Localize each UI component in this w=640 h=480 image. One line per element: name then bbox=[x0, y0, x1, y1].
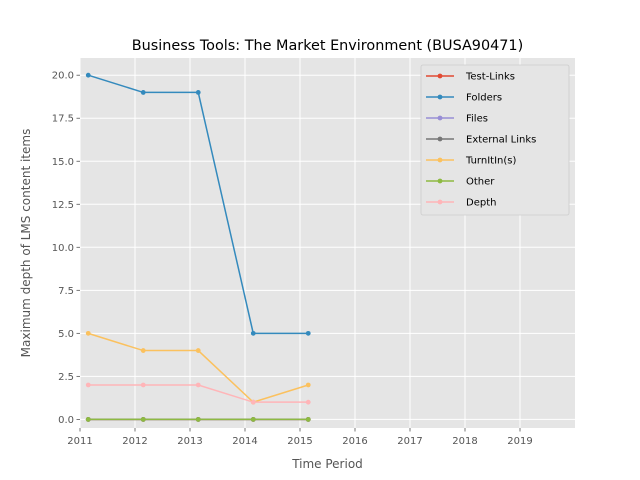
data-point-turnitin-s bbox=[195, 348, 201, 353]
legend-marker bbox=[437, 178, 443, 184]
x-tick-label: 2011 bbox=[67, 436, 92, 447]
data-point-depth bbox=[305, 399, 311, 405]
legend-marker bbox=[437, 73, 443, 79]
legend-label: TurnItIn(s) bbox=[465, 156, 516, 167]
y-tick-label: 10.0 bbox=[52, 243, 74, 254]
data-point-turnitin-s bbox=[140, 348, 146, 353]
data-point-depth bbox=[85, 382, 91, 388]
data-point-other bbox=[85, 416, 91, 422]
data-point-other bbox=[140, 416, 146, 422]
data-point-folders bbox=[305, 330, 311, 336]
y-tick-label: 15.0 bbox=[52, 157, 74, 168]
x-tick-label: 2014 bbox=[232, 436, 257, 447]
data-point-folders bbox=[250, 330, 256, 336]
x-tick-label: 2016 bbox=[342, 436, 367, 447]
legend-label: Folders bbox=[466, 93, 502, 104]
legend-label: Files bbox=[466, 114, 488, 125]
legend-label: Test-Links bbox=[465, 72, 515, 83]
legend-label: External Links bbox=[466, 135, 536, 146]
x-tick-label: 2018 bbox=[452, 436, 477, 447]
x-axis-title: Time Period bbox=[291, 457, 363, 471]
y-tick-label: 7.5 bbox=[58, 286, 74, 297]
legend-box bbox=[420, 64, 570, 216]
legend-label: Other bbox=[466, 177, 495, 188]
x-tick-label: 2015 bbox=[287, 436, 312, 447]
legend-item: Folders bbox=[426, 93, 502, 104]
series-depth bbox=[85, 382, 311, 405]
legend-marker bbox=[437, 199, 443, 205]
data-point-folders bbox=[85, 72, 91, 78]
data-point-depth bbox=[250, 399, 256, 405]
series-layer bbox=[85, 72, 311, 422]
data-point-other bbox=[305, 416, 311, 422]
legend-marker bbox=[437, 94, 443, 100]
x-tick-label: 2017 bbox=[397, 436, 422, 447]
legend-item: Depth bbox=[426, 198, 496, 209]
data-point-other bbox=[195, 416, 201, 422]
series-folders bbox=[85, 72, 311, 336]
data-point-folders bbox=[140, 90, 146, 95]
legend-marker bbox=[437, 136, 443, 142]
y-tick-label: 12.5 bbox=[52, 200, 74, 211]
y-tick-label: 0.0 bbox=[58, 415, 74, 426]
legend-item: Test-Links bbox=[426, 72, 515, 83]
x-tick-label: 2019 bbox=[507, 436, 532, 447]
legend-item: TurnItIn(s) bbox=[426, 156, 516, 167]
x-tick-label: 2012 bbox=[122, 436, 147, 447]
legend-label: Depth bbox=[466, 198, 496, 209]
data-point-turnitin-s bbox=[305, 382, 311, 388]
y-axis-title: Maximum depth of LMS content items bbox=[19, 129, 33, 358]
y-tick-label: 20.0 bbox=[52, 71, 74, 82]
data-point-folders bbox=[195, 90, 201, 95]
y-tick-label: 2.5 bbox=[58, 372, 74, 383]
legend-item: Files bbox=[426, 114, 488, 125]
y-axis-ticks: 0.0 2.5 5.0 7.5 10.0 12.5 15.0 17.5 20.0 bbox=[52, 71, 80, 426]
series-other bbox=[85, 416, 311, 422]
data-point-depth bbox=[140, 382, 146, 388]
legend-marker bbox=[437, 115, 443, 121]
y-tick-label: 17.5 bbox=[52, 114, 74, 125]
legend-item: External Links bbox=[426, 135, 536, 146]
legend-item: Other bbox=[426, 177, 495, 188]
legend-marker bbox=[437, 157, 443, 163]
y-tick-label: 5.0 bbox=[58, 329, 74, 340]
x-axis-ticks: 2011 2012 2013 2014 2015 2016 2017 2018 2019 bbox=[67, 428, 533, 447]
data-point-other bbox=[250, 416, 256, 422]
data-point-turnitin-s bbox=[85, 330, 91, 336]
x-tick-label: 2013 bbox=[177, 436, 202, 447]
data-point-depth bbox=[195, 382, 201, 388]
legend: Test-Links Folders Files External Links Turn… bbox=[420, 64, 570, 216]
chart-title: Business Tools: The Market Environment (… bbox=[132, 38, 523, 54]
